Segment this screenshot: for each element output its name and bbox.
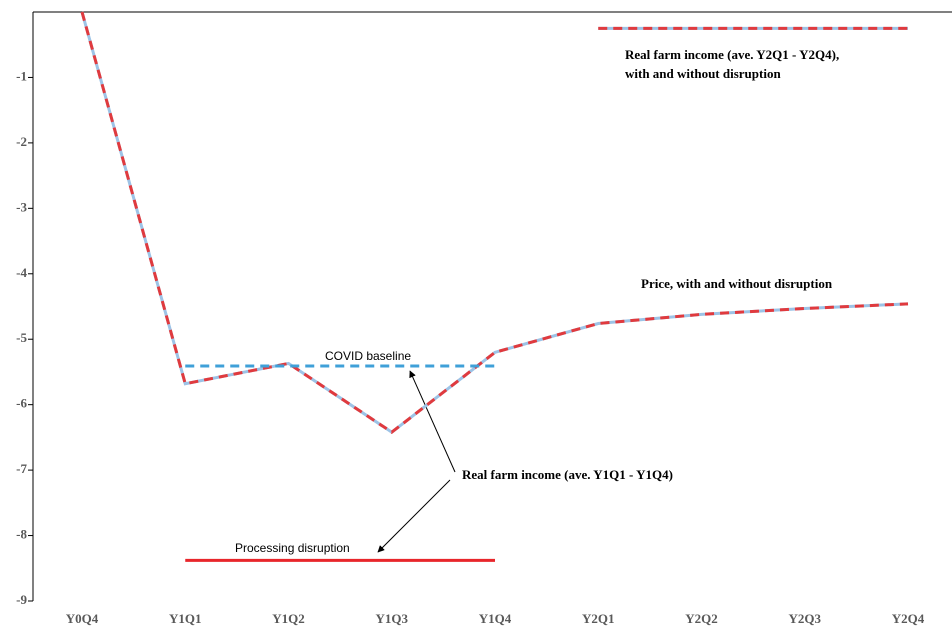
x-tick-label: Y1Q4 <box>479 611 512 626</box>
y-tick-label: -5 <box>16 330 27 345</box>
x-tick-label: Y2Q1 <box>582 611 615 626</box>
annotation: Real farm income (ave. Y2Q1 - Y2Q4), <box>625 47 839 62</box>
y-tick-label: -8 <box>16 527 27 542</box>
y-tick-label: -9 <box>16 592 27 607</box>
y-tick-label: -1 <box>16 68 27 83</box>
x-tick-label: Y2Q3 <box>789 611 822 626</box>
line-series <box>80 11 909 434</box>
x-tick-label: Y0Q4 <box>66 611 99 626</box>
y-tick-label: -4 <box>16 265 27 280</box>
x-tick-label: Y1Q2 <box>272 611 305 626</box>
y-tick-label: -2 <box>16 134 27 149</box>
arrow <box>377 479 451 553</box>
x-tick-label: Y1Q1 <box>169 611 202 626</box>
line-series <box>80 11 909 434</box>
y-tick-label: -6 <box>16 396 27 411</box>
x-tick-label: Y2Q2 <box>685 611 718 626</box>
annotation: Processing disruption <box>235 541 350 555</box>
y-tick-label: -3 <box>16 199 27 214</box>
annotation: Price, with and without disruption <box>641 276 833 291</box>
arrow <box>409 370 456 473</box>
x-tick-label: Y1Q3 <box>376 611 409 626</box>
y-tick-label: -7 <box>16 461 27 476</box>
annotation: with and without disruption <box>625 66 781 81</box>
annotation: COVID baseline <box>325 349 411 363</box>
x-tick-label: Y2Q4 <box>892 611 925 626</box>
annotation: Real farm income (ave. Y1Q1 - Y1Q4) <box>462 467 673 482</box>
